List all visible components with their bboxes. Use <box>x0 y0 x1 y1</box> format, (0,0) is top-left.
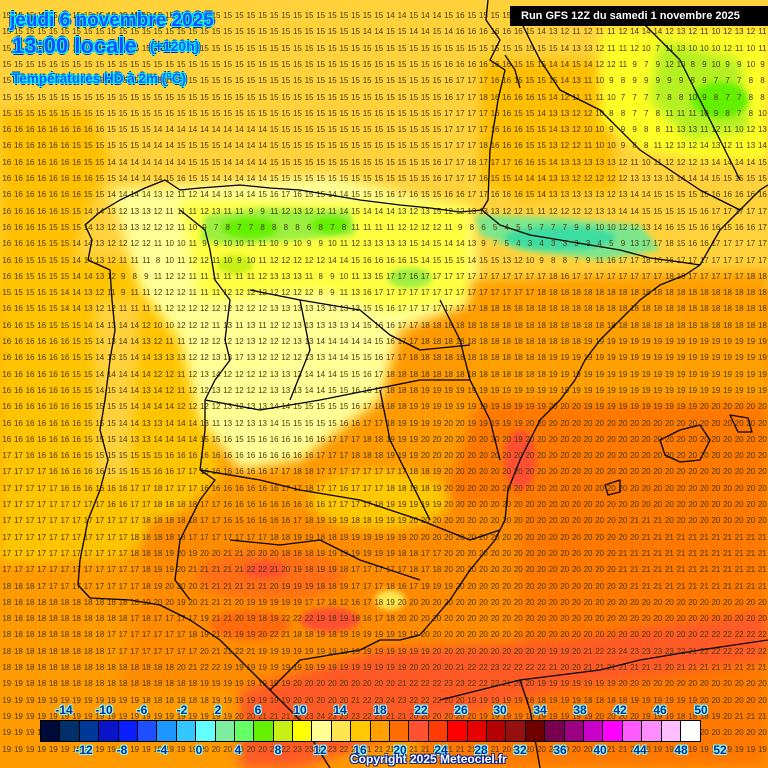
colorbar-tick-label: 34 <box>533 703 547 717</box>
colorbar-tick-label: 42 <box>613 703 627 717</box>
colorbar-tick-label: -4 <box>156 743 168 757</box>
colorbar-cell <box>254 721 274 741</box>
colorbar-tick-label: 4 <box>234 743 242 757</box>
colorbar-tick-label: 30 <box>493 703 507 717</box>
colorbar-cell <box>312 721 332 741</box>
colorbar-tick-label: -8 <box>116 743 128 757</box>
colorbar-tick-label: 36 <box>553 743 567 757</box>
colorbar-tick-label: 18 <box>373 703 387 717</box>
parameter-label: Températures HD à 2m (°C) <box>12 71 186 86</box>
colorbar-tick-label: 46 <box>653 703 667 717</box>
colorbar-cell <box>661 721 681 741</box>
colorbar-tick-label: 8 <box>274 743 282 757</box>
colorbar-tick-label: 20 <box>393 743 407 757</box>
colorbar-cell <box>486 721 507 741</box>
colorbar-tick-label: -2 <box>176 703 188 717</box>
colorbar-cell <box>603 721 623 741</box>
colorbar-cell <box>428 721 449 741</box>
copyright-label: Copyright 2025 Meteociel.fr <box>350 752 507 766</box>
colorbar-cell <box>157 721 177 741</box>
colorbar-cell <box>545 721 565 741</box>
colorbar-cell <box>196 721 216 741</box>
colorbar-cell <box>79 721 100 741</box>
colorbar <box>40 720 702 742</box>
colorbar-tick-label: 52 <box>713 743 727 757</box>
colorbar-cell <box>215 721 235 741</box>
colorbar-tick-label: 38 <box>573 703 587 717</box>
colorbar-cell <box>331 721 352 741</box>
colorbar-tick-label: 40 <box>593 743 607 757</box>
colorbar-tick-label: 32 <box>513 743 527 757</box>
colorbar-cell <box>583 721 604 741</box>
colorbar-cell <box>642 721 662 741</box>
colorbar-tick-label: 12 <box>313 743 327 757</box>
colorbar-cell <box>370 721 391 741</box>
colorbar-tick-label: 14 <box>333 703 347 717</box>
colorbar-tick-label: 50 <box>694 703 708 717</box>
colorbar-tick-label: -14 <box>55 703 73 717</box>
colorbar-tick-label: -10 <box>95 703 113 717</box>
colorbar-cell <box>680 721 701 741</box>
colorbar-cell <box>118 721 138 741</box>
model-run-label: Run GFS 12Z du samedi 1 novembre 2025 <box>510 6 768 26</box>
colorbar-tick-label: 24 <box>434 743 448 757</box>
colorbar-tick-label: 16 <box>353 743 367 757</box>
colorbar-cell <box>293 721 313 741</box>
forecast-time: 13:00 locale <box>12 33 137 58</box>
colorbar-cell <box>41 721 61 741</box>
colorbar-tick-label: 6 <box>254 703 262 717</box>
colorbar-cell <box>99 721 119 741</box>
colorbar-cell <box>448 721 468 741</box>
forecast-date: jeudi 6 novembre 2025 <box>10 10 214 31</box>
colorbar-cell <box>409 721 429 741</box>
colorbar-cell <box>564 721 584 741</box>
colorbar-cell <box>506 721 526 741</box>
colorbar-tick-label: 2 <box>214 703 222 717</box>
colorbar-cell <box>176 721 197 741</box>
colorbar-cell <box>390 721 410 741</box>
colorbar-tick-label: 28 <box>474 743 488 757</box>
colorbar-cell <box>60 721 80 741</box>
colorbar-cell <box>273 721 294 741</box>
colorbar-tick-label: 0 <box>195 743 203 757</box>
colorbar-tick-label: -12 <box>75 743 93 757</box>
colorbar-cell <box>467 721 487 741</box>
colorbar-cell <box>351 721 371 741</box>
colorbar-tick-label: 48 <box>674 743 688 757</box>
forecast-lead-time: (+120h) <box>150 38 200 54</box>
colorbar-cell <box>622 721 643 741</box>
colorbar-tick-label: -6 <box>136 703 148 717</box>
colorbar-cell <box>525 721 546 741</box>
colorbar-cell <box>234 721 255 741</box>
colorbar-tick-label: 22 <box>414 703 428 717</box>
colorbar-tick-label: 44 <box>633 743 647 757</box>
colorbar-tick-label: 26 <box>454 703 468 717</box>
colorbar-tick-label: 10 <box>293 703 307 717</box>
colorbar-cell <box>137 721 158 741</box>
